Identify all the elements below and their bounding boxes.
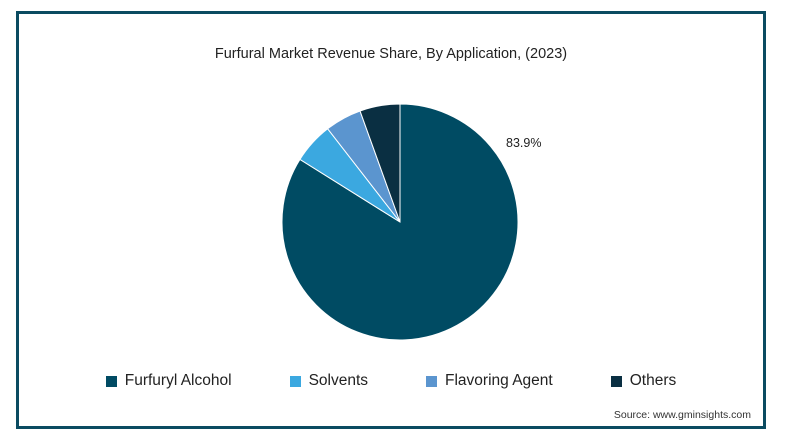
legend-swatch — [105, 375, 117, 387]
legend-item-solvents: Solvents — [289, 372, 369, 390]
legend-label: Solvents — [308, 372, 369, 389]
legend-swatch — [289, 375, 301, 387]
chart-title: Furfural Market Revenue Share, By Applic… — [214, 46, 568, 62]
legend-item-flavoring-agent: Flavoring Agent — [426, 372, 553, 390]
pie-slice-others — [359, 103, 401, 223]
legend-swatch — [426, 375, 438, 387]
legend-label: Flavoring Agent — [445, 372, 553, 389]
legend-item-others: Others — [610, 372, 677, 390]
chart-legend: Furfuryl Alcohol Solvents Flavoring Agent O… — [19, 372, 763, 390]
chart-frame: Furfural Market Revenue Share, By Applic… — [16, 11, 766, 429]
legend-label: Others — [629, 372, 677, 389]
data-label-furfuryl-alcohol: 83.9% — [506, 136, 541, 150]
pie-slices — [281, 103, 519, 341]
legend-item-furfuryl-alcohol: Furfuryl Alcohol — [105, 372, 232, 390]
legend-label: Furfuryl Alcohol — [124, 372, 232, 389]
pie-chart: 83.9% — [281, 103, 541, 341]
pie-data-labels: 83.9% — [506, 136, 541, 150]
legend-swatch — [610, 375, 622, 387]
source-note: Source: www.gminsights.com — [613, 409, 751, 421]
